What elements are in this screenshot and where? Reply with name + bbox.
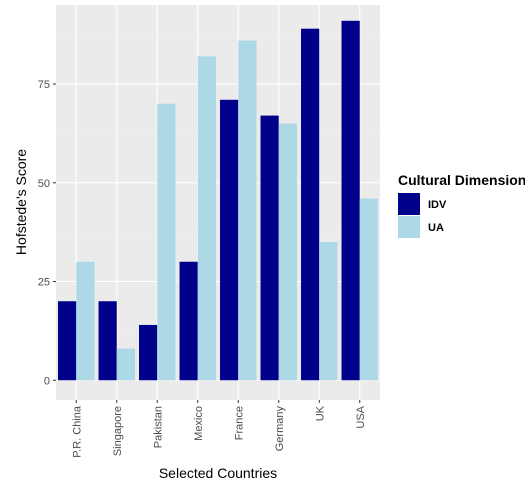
legend: Cultural Dimension IDV UA [398,172,525,238]
bars [58,20,378,381]
y-axis-title: Hofstede's Score [13,149,29,255]
bar-ua-uk [319,242,338,381]
x-tick-label: Singapore [112,406,124,456]
bar-idv-pakistan [139,324,158,381]
bar-idv-mexico [179,261,198,381]
legend-title: Cultural Dimension [398,172,525,188]
legend-label-ua: UA [428,222,444,234]
x-tick-label: Mexico [193,406,205,441]
bar-ua-pakistan [157,103,176,381]
bar-idv-uk [301,28,320,381]
x-tick-label: USA [355,405,367,428]
legend-key-ua [398,216,420,238]
legend-key-idv [398,193,420,215]
x-tick-label: P.R. China [71,405,83,458]
y-tick-label: 75 [38,79,50,91]
bar-idv-france [220,99,239,381]
bar-ua-singapore [116,348,135,381]
bar-ua-france [238,40,257,381]
bar-ua-usa [359,198,378,381]
bar-ua-germany [278,123,297,381]
bar-idv-p-r-china [58,301,77,381]
bar-ua-p-r-china [76,261,95,381]
x-tick-label: Germany [274,406,286,452]
x-tick-label: France [233,406,245,440]
x-tick-label: UK [314,405,326,421]
x-tick-label: Pakistan [152,406,164,448]
bar-idv-singapore [98,301,117,381]
y-tick-label: 25 [38,277,50,289]
y-axis: 0 25 50 75 [38,79,56,387]
x-axis-title: Selected Countries [159,465,277,481]
bar-idv-germany [260,115,279,381]
bar-ua-mexico [197,56,216,381]
legend-label-idv: IDV [428,199,447,211]
y-tick-label: 50 [38,178,50,190]
x-axis: P.R. China Singapore Pakistan Mexico France G… [71,400,367,458]
y-tick-label: 0 [44,375,50,387]
bar-idv-usa [341,20,360,381]
